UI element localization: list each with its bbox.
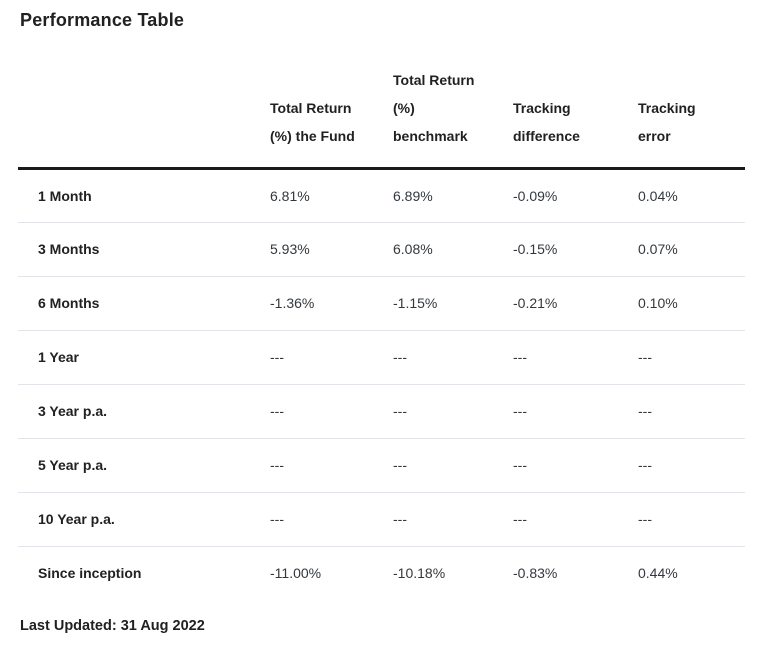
row-label: Since inception — [18, 545, 270, 600]
header-line: Total Return — [270, 99, 352, 116]
header-line: benchmark — [393, 127, 468, 144]
table-row-1-month: 1 Month 6.81% 6.89% -0.09% 0.04% — [18, 168, 745, 222]
header-empty-cell — [18, 31, 270, 170]
page-title: Performance Table — [20, 10, 185, 30]
cell-tracking-difference: -0.83% — [513, 545, 638, 600]
row-label: 5 Year p.a. — [18, 437, 270, 492]
cell-benchmark-return: -10.18% — [393, 545, 513, 600]
header-line: Total Return — [393, 71, 475, 88]
row-label: 3 Months — [18, 221, 270, 276]
cell-tracking-difference: -0.21% — [513, 275, 638, 330]
table-row-3-year-pa: 3 Year p.a. --- --- --- --- — [18, 383, 745, 438]
cell-benchmark-return: 6.08% — [393, 221, 513, 276]
cell-tracking-error: 0.07% — [638, 221, 745, 276]
header-tracking-difference: Tracking difference — [513, 31, 638, 170]
cell-tracking-error: --- — [638, 491, 745, 546]
cell-fund-return: 6.81% — [270, 187, 310, 204]
cell-tracking-difference: -0.15% — [513, 221, 638, 276]
cell-tracking-error: --- — [638, 329, 745, 384]
row-label: 1 Month — [38, 187, 92, 204]
cell-benchmark-return: -1.15% — [393, 275, 513, 330]
cell-fund-return: -11.00% — [270, 545, 393, 600]
row-label: 3 Year p.a. — [18, 383, 270, 438]
cell-benchmark-return: --- — [393, 491, 513, 546]
cell-fund-return: --- — [270, 329, 393, 384]
table-row-6-months: 6 Months -1.36% -1.15% -0.21% 0.10% — [18, 275, 745, 330]
row-label: 6 Months — [18, 275, 270, 330]
row-label: 10 Year p.a. — [18, 491, 270, 546]
cell-tracking-difference: -0.09% — [513, 187, 558, 204]
cell-tracking-error: 0.10% — [638, 275, 745, 330]
cell-tracking-difference: --- — [513, 491, 638, 546]
header-line: difference — [513, 127, 580, 144]
cell-tracking-difference: --- — [513, 383, 638, 438]
cell-benchmark-return: 6.89% — [393, 187, 433, 204]
cell-tracking-difference: --- — [513, 437, 638, 492]
header-line: error — [638, 127, 671, 144]
cell-fund-return: --- — [270, 491, 393, 546]
cell-benchmark-return: --- — [393, 437, 513, 492]
header-line: Tracking — [638, 99, 696, 116]
table-row-10-year-pa: 10 Year p.a. --- --- --- --- — [18, 491, 745, 546]
row-label: 1 Year — [18, 329, 270, 384]
cell-fund-return: --- — [270, 437, 393, 492]
table-row-3-months: 3 Months 5.93% 6.08% -0.15% 0.07% — [18, 221, 745, 276]
cell-fund-return: --- — [270, 383, 393, 438]
table-row-since-inception: Since inception -11.00% -10.18% -0.83% 0… — [18, 545, 745, 600]
header-total-return-fund: Total Return (%) the Fund — [270, 31, 393, 170]
header-tracking-error: Tracking error — [638, 31, 745, 170]
header-line: Tracking — [513, 99, 571, 116]
cell-tracking-error: 0.44% — [638, 545, 745, 600]
cell-fund-return: -1.36% — [270, 275, 393, 330]
header-row: Total Return (%) the Fund Total Return (… — [18, 31, 745, 170]
header-line: (%) the Fund — [270, 127, 355, 144]
cell-tracking-difference: --- — [513, 329, 638, 384]
cell-tracking-error: --- — [638, 383, 745, 438]
cell-benchmark-return: --- — [393, 329, 513, 384]
cell-tracking-error: --- — [638, 437, 745, 492]
last-updated-text: Last Updated: 31 Aug 2022 — [20, 618, 205, 634]
cell-benchmark-return: --- — [393, 383, 513, 438]
table-row-5-year-pa: 5 Year p.a. --- --- --- --- — [18, 437, 745, 492]
cell-fund-return: 5.93% — [270, 221, 393, 276]
header-total-return-benchmark: Total Return (%) benchmark — [393, 31, 513, 170]
table-row-1-year: 1 Year --- --- --- --- — [18, 329, 745, 384]
performance-table: Total Return (%) the Fund Total Return (… — [18, 31, 745, 600]
cell-tracking-error: 0.04% — [638, 187, 678, 204]
header-line: (%) — [393, 99, 415, 116]
